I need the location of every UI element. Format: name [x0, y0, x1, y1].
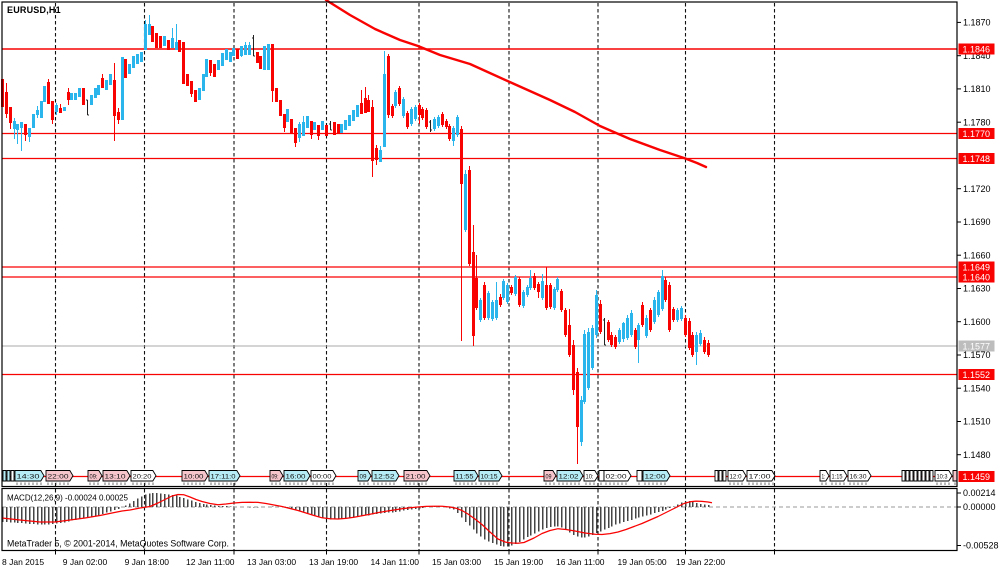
svg-text:1.1600: 1.1600 [963, 317, 991, 327]
svg-text:19 Jan 22:00: 19 Jan 22:00 [676, 557, 725, 567]
svg-text:1.1780: 1.1780 [963, 117, 991, 127]
svg-text:12:52: 12:52 [374, 474, 395, 481]
svg-text:17:00: 17:00 [749, 474, 771, 481]
svg-text:09:: 09: [272, 474, 279, 481]
svg-text:13 Jan 19:00: 13 Jan 19:00 [309, 557, 358, 567]
svg-text:15 Jan 03:00: 15 Jan 03:00 [432, 557, 481, 567]
svg-text:0.00000: 0.00000 [963, 502, 996, 512]
svg-text:-0.00528: -0.00528 [963, 541, 999, 551]
svg-text:MetaTrader 5, © 2001-2014, Met: MetaTrader 5, © 2001-2014, MetaQuotes So… [7, 539, 229, 549]
svg-text:1.1660: 1.1660 [963, 250, 991, 260]
svg-text:8 Jan 2015: 8 Jan 2015 [2, 557, 44, 567]
svg-text:13 Jan 03:00: 13 Jan 03:00 [247, 557, 296, 567]
svg-text:09: 09 [360, 474, 367, 481]
svg-text:1.1840: 1.1840 [963, 51, 991, 61]
svg-text:10:15: 10:15 [481, 474, 498, 481]
svg-text:9 Jan 02:00: 9 Jan 02:00 [63, 557, 108, 567]
svg-text:1:: 1: [822, 474, 826, 481]
svg-text:13:10: 13:10 [105, 474, 126, 481]
svg-text:1.1640: 1.1640 [963, 272, 991, 282]
svg-text:1.1870: 1.1870 [963, 18, 991, 28]
svg-text:16:00: 16:00 [286, 474, 306, 481]
svg-text:16:30: 16:30 [850, 474, 867, 481]
svg-text:09:: 09: [90, 474, 98, 481]
svg-text:9 Jan 18:00: 9 Jan 18:00 [125, 557, 170, 567]
svg-text:20:20: 20:20 [133, 474, 152, 481]
svg-text:16 Jan 11:00: 16 Jan 11:00 [556, 557, 605, 567]
svg-text:02:00: 02:00 [606, 474, 627, 481]
svg-text:14 Jan 11:00: 14 Jan 11:00 [371, 557, 420, 567]
svg-text:19 Jan 05:00: 19 Jan 05:00 [618, 557, 667, 567]
svg-text:1.1540: 1.1540 [963, 383, 991, 393]
svg-text:10:3: 10:3 [937, 474, 948, 481]
svg-text:21:00: 21:00 [406, 474, 426, 481]
svg-text:1.1577: 1.1577 [963, 341, 991, 351]
svg-text:10:: 10: [586, 474, 594, 481]
svg-text:1.1552: 1.1552 [963, 370, 991, 380]
svg-text:15 Jan 19:00: 15 Jan 19:00 [494, 557, 543, 567]
svg-text:17:11:0: 17:11:0 [211, 474, 236, 481]
svg-text:1.1649: 1.1649 [963, 262, 991, 272]
svg-text:EURUSD,H1: EURUSD,H1 [7, 5, 61, 15]
svg-text:1:15: 1:15 [832, 474, 843, 481]
svg-text:00:00: 00:00 [313, 474, 332, 481]
svg-text:14:30: 14:30 [17, 474, 41, 481]
svg-text:1.1720: 1.1720 [963, 184, 991, 194]
svg-text:1.1846: 1.1846 [963, 44, 991, 54]
svg-text:MACD(12,26,9) -0.00024 0.00025: MACD(12,26,9) -0.00024 0.00025 [7, 493, 128, 503]
svg-text:12:02: 12:02 [559, 474, 579, 481]
svg-text:10:00: 10:00 [184, 474, 204, 481]
svg-text:1.1459: 1.1459 [963, 472, 991, 482]
svg-text:1.1630: 1.1630 [963, 284, 991, 294]
svg-text:1.1748: 1.1748 [963, 154, 991, 164]
svg-text:1.1810: 1.1810 [963, 84, 991, 94]
svg-text:0.00214: 0.00214 [963, 488, 996, 498]
svg-text:1.1690: 1.1690 [963, 217, 991, 227]
svg-text:22:00: 22:00 [48, 474, 69, 481]
svg-text:11:55: 11:55 [456, 474, 474, 481]
svg-text:1.1510: 1.1510 [963, 417, 991, 427]
svg-text:12:00: 12:00 [645, 474, 666, 481]
svg-text:1.1570: 1.1570 [963, 350, 991, 360]
svg-text:1.1480: 1.1480 [963, 450, 991, 460]
svg-text:12:0: 12:0 [730, 474, 742, 481]
svg-text:1.1770: 1.1770 [963, 129, 991, 139]
svg-text:09: 09 [546, 474, 552, 481]
svg-text:12 Jan 11:00: 12 Jan 11:00 [186, 557, 235, 567]
